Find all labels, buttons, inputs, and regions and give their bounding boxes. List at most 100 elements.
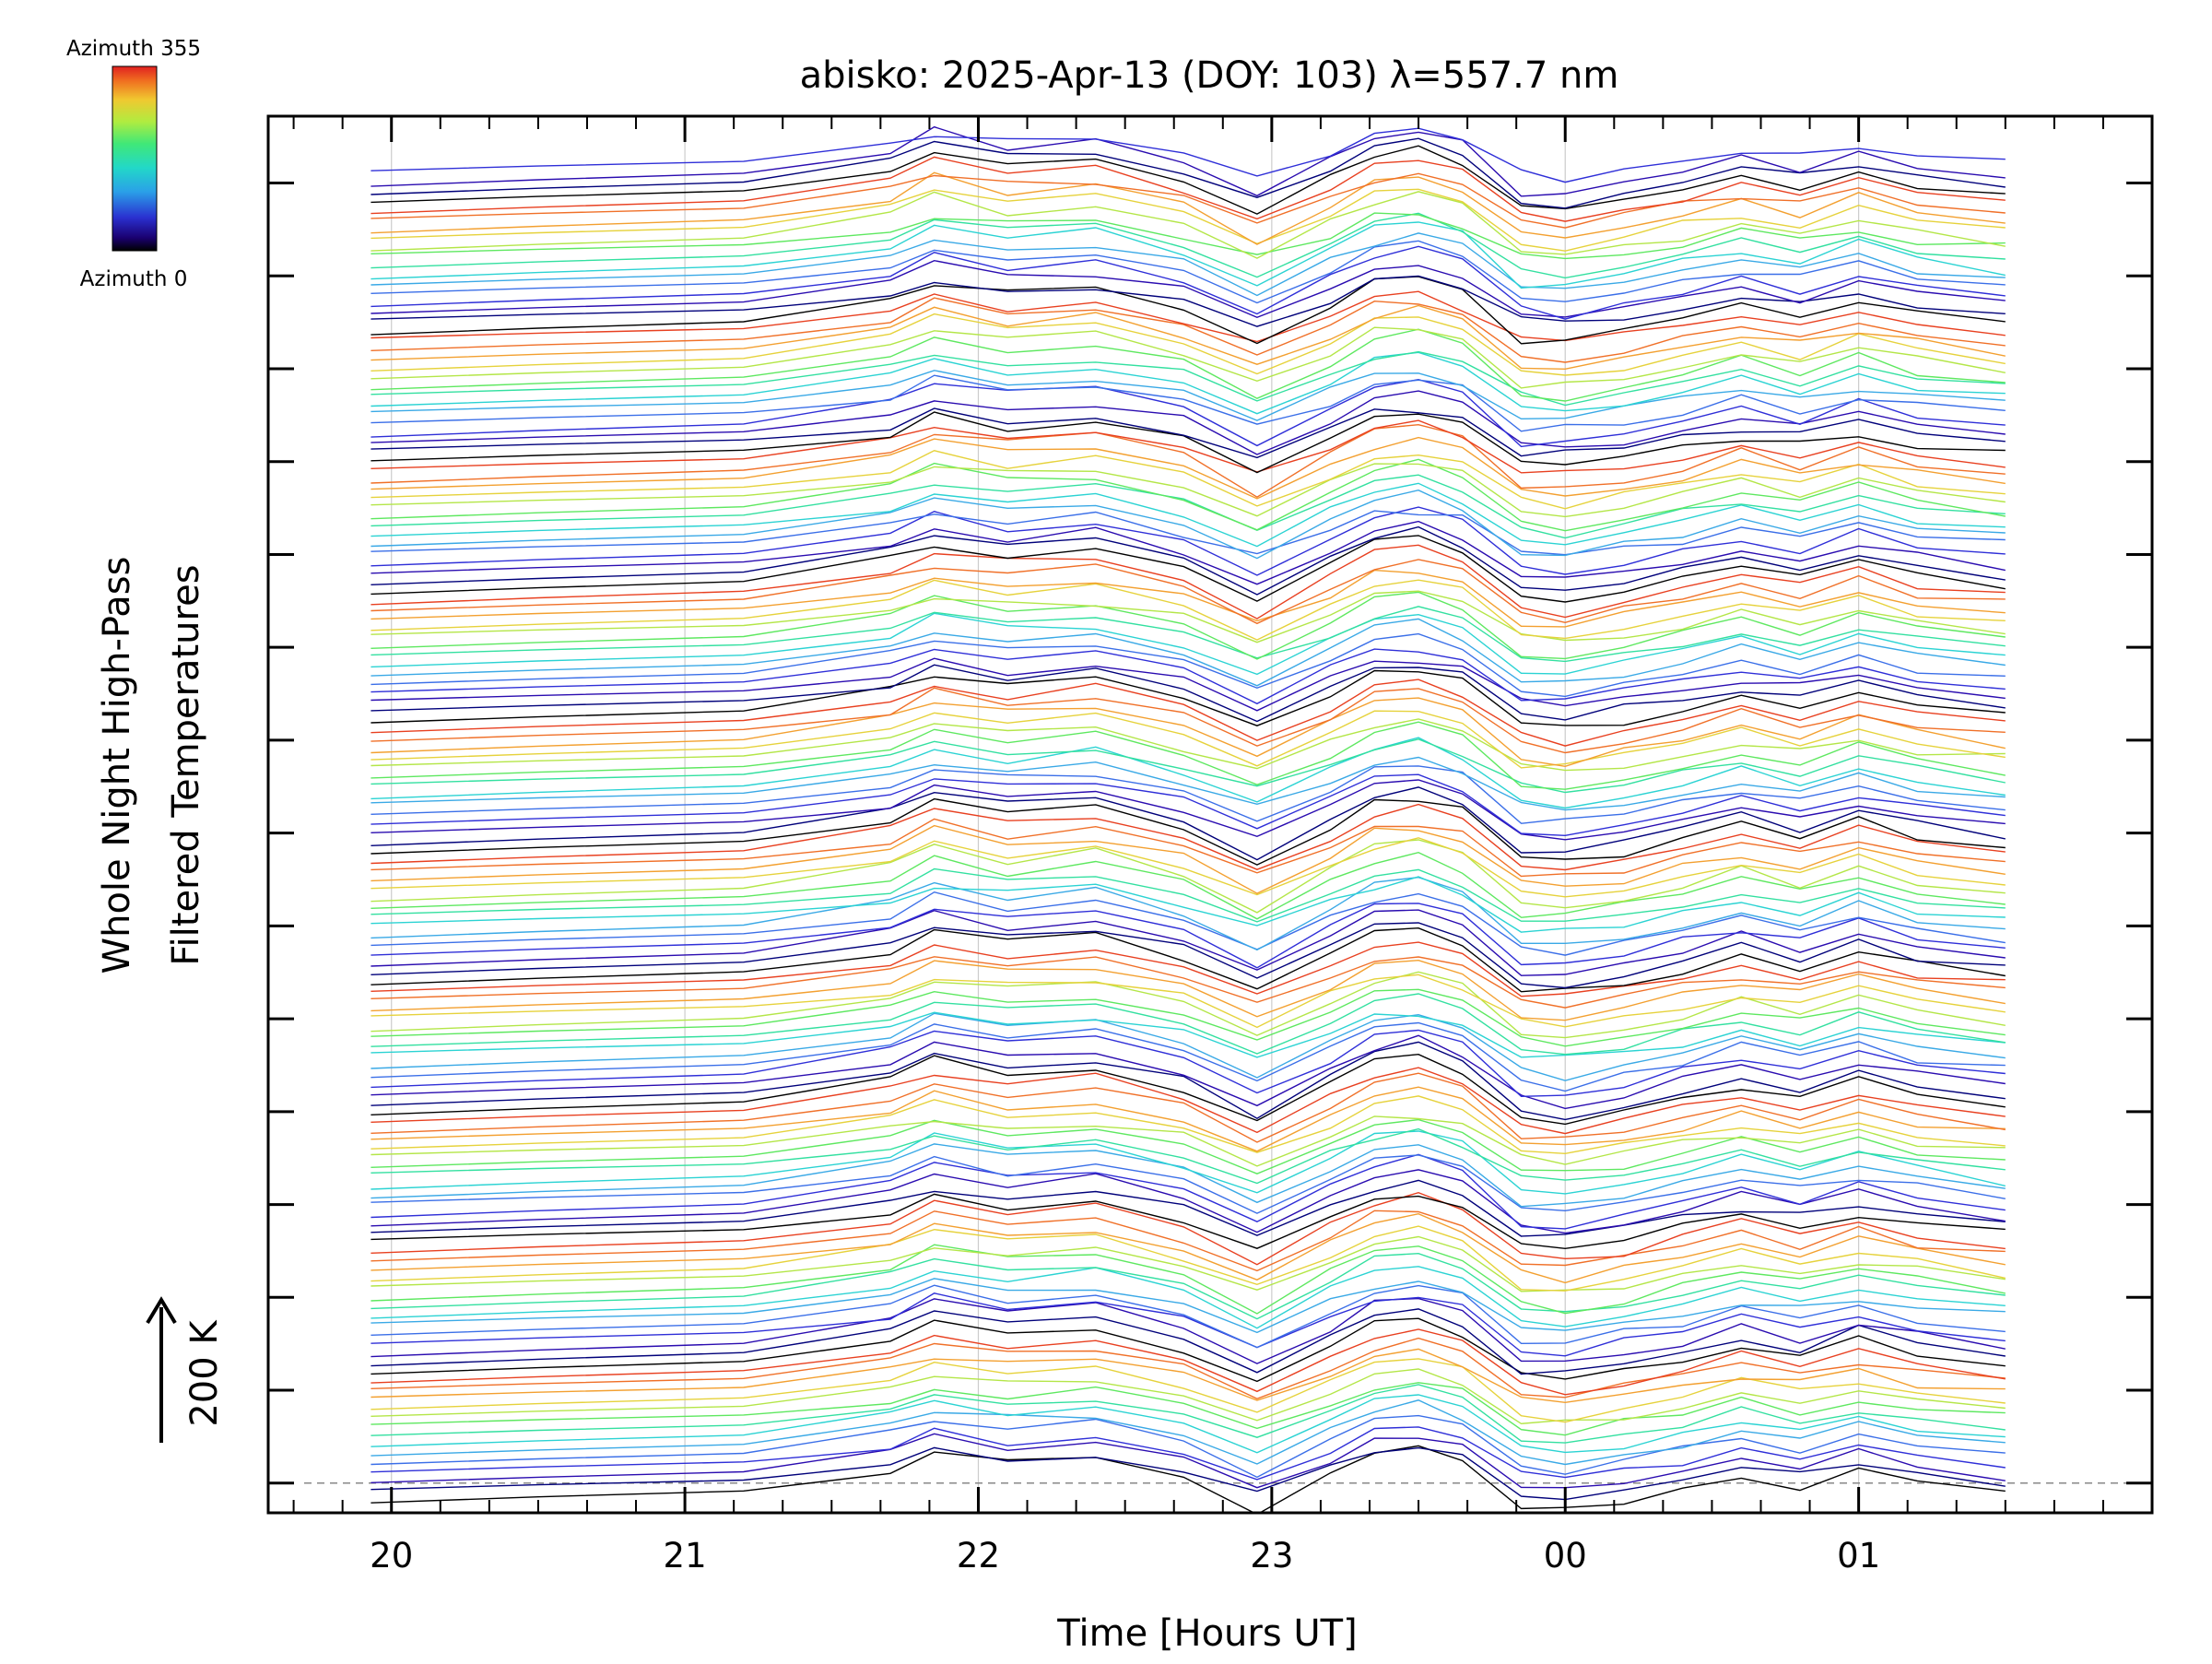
trace-38: [371, 1095, 2006, 1155]
colorbar-bottom-label: Azimuth 0: [80, 267, 188, 291]
trace-109: [371, 436, 2006, 500]
trace-group: [371, 125, 2006, 1513]
trace-88: [371, 632, 2006, 698]
trace-87: [371, 648, 2006, 705]
trace-77: [371, 738, 2006, 794]
trace-90: [371, 612, 2006, 676]
trace-68: [371, 818, 2006, 878]
trace-107: [371, 463, 2006, 518]
trace-56: [371, 926, 2006, 993]
trace-43: [371, 1041, 2006, 1121]
trace-100: [371, 520, 2006, 585]
trace-33: [371, 1143, 2006, 1208]
trace-136: [371, 188, 2006, 252]
trace-5: [371, 1399, 2006, 1466]
trace-46: [371, 1021, 2006, 1092]
trace-24: [371, 1225, 2006, 1292]
trace-143: [371, 127, 2006, 183]
trace-134: [371, 212, 2006, 260]
trace-34: [371, 1130, 2006, 1195]
trace-13: [371, 1328, 2006, 1396]
trace-91: [371, 606, 2006, 663]
trace-53: [371, 959, 2006, 1021]
trace-132: [371, 221, 2006, 289]
trace-57: [371, 922, 2006, 989]
trace-74: [371, 765, 2006, 824]
x-tick-labels: 20 21 22 23 00 01: [370, 1536, 1880, 1575]
trace-72: [371, 779, 2006, 841]
colorbar: [112, 65, 158, 252]
trace-32: [371, 1154, 2006, 1214]
trace-52: [371, 974, 2006, 1029]
trace-20: [371, 1266, 2006, 1329]
trace-128: [371, 259, 2006, 319]
trace-140: [371, 145, 2006, 215]
trace-11: [371, 1348, 2006, 1404]
trace-1: [371, 1446, 2006, 1501]
trace-80: [371, 710, 2006, 769]
trace-121: [371, 326, 2006, 389]
chart-title: abisko: 2025-Apr-13 (DOY: 103) λ=557.7 n…: [800, 54, 1619, 97]
trace-116: [371, 374, 2006, 432]
plot-frame: [266, 114, 2154, 1515]
trace-125: [371, 290, 2006, 343]
trace-131: [371, 232, 2006, 297]
x-axis-label: Time [Hours UT]: [1056, 1612, 1357, 1655]
trace-110: [371, 423, 2006, 499]
trace-3: [371, 1426, 2006, 1481]
trace-36: [371, 1118, 2006, 1174]
trace-82: [371, 687, 2006, 754]
trace-105: [371, 474, 2006, 539]
trace-8: [371, 1382, 2006, 1436]
colorbar-top-label: Azimuth 355: [66, 37, 201, 61]
trace-103: [371, 489, 2006, 560]
trace-139: [371, 156, 2006, 222]
trace-108: [371, 450, 2006, 510]
trace-18: [371, 1284, 2006, 1349]
y-axis-label-line1: Whole Night High-Pass: [96, 557, 138, 974]
trace-133: [371, 212, 2006, 279]
trace-112: [371, 411, 2006, 474]
trace-27: [371, 1191, 2006, 1266]
trace-30: [371, 1169, 2006, 1234]
trace-23: [371, 1235, 2006, 1292]
trace-65: [371, 839, 2006, 914]
trace-41: [371, 1067, 2006, 1135]
trace-71: [371, 786, 2006, 861]
x-tick-label-00: 00: [1544, 1536, 1587, 1575]
trace-98: [371, 535, 2006, 603]
trace-60: [371, 891, 2006, 956]
trace-14: [371, 1317, 2006, 1383]
trace-0: [371, 1445, 2006, 1513]
trace-75: [371, 756, 2006, 811]
trace-84: [371, 669, 2006, 726]
trace-28: [371, 1193, 2006, 1250]
trace-4: [371, 1414, 2006, 1479]
trace-138: [371, 172, 2006, 229]
trace-104: [371, 482, 2006, 548]
trace-12: [371, 1337, 2006, 1400]
trace-86: [371, 657, 2006, 712]
trace-44: [371, 1034, 2006, 1110]
trace-66: [371, 837, 2006, 898]
trace-70: [371, 797, 2006, 866]
trace-111: [371, 419, 2006, 474]
trace-35: [371, 1127, 2006, 1185]
trace-47: [371, 1012, 2006, 1081]
trace-115: [371, 378, 2006, 448]
trace-83: [371, 679, 2006, 747]
trace-50: [371, 988, 2006, 1047]
trace-17: [371, 1292, 2006, 1357]
trace-9: [371, 1368, 2006, 1425]
trace-78: [371, 721, 2006, 790]
x-tick-label-23: 23: [1250, 1536, 1293, 1575]
trace-6: [371, 1394, 2006, 1454]
trace-130: [371, 240, 2006, 304]
trace-58: [371, 909, 2006, 976]
trace-79: [371, 718, 2006, 772]
x-tick-label-01: 01: [1837, 1536, 1880, 1575]
trace-67: [371, 824, 2006, 894]
scale-label: 200 K: [183, 1319, 226, 1427]
trace-120: [371, 328, 2006, 402]
